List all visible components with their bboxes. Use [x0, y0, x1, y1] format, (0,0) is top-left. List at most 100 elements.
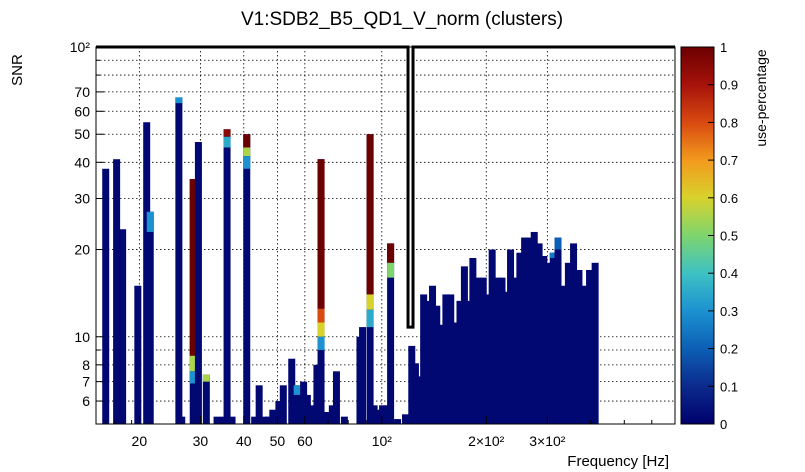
colorbar-tick-label: 0.3 — [720, 304, 738, 319]
histogram-bin — [479, 277, 487, 424]
x-tick-label: 30 — [193, 433, 209, 449]
histogram-bin — [540, 255, 548, 424]
histogram-bin — [484, 294, 492, 424]
histogram-bin — [502, 291, 510, 424]
histogram-bin — [387, 262, 395, 278]
histogram-bin — [411, 363, 419, 424]
histogram-bin — [317, 308, 325, 323]
y-tick-label: 60 — [74, 103, 90, 119]
histogram-bin — [340, 416, 348, 424]
histogram-bin — [554, 237, 562, 424]
histogram-bin — [408, 345, 416, 424]
colorbar-tick-label: 0 — [720, 417, 727, 432]
histogram-bin — [379, 405, 387, 424]
histogram-bin — [516, 252, 524, 424]
histogram-bin — [530, 231, 538, 424]
histogram-bin — [447, 294, 455, 424]
y-tick-label: 6 — [82, 393, 90, 409]
histogram-bin — [575, 269, 583, 424]
histogram-bin — [465, 300, 473, 424]
histogram-bin — [507, 249, 515, 424]
histogram-bin — [442, 294, 450, 424]
histogram-bin — [300, 381, 308, 424]
colorbar-tick-label: 1 — [720, 40, 727, 55]
y-tick-label: 10 — [74, 329, 90, 345]
x-tick-label: 20 — [132, 433, 148, 449]
histogram-bin — [202, 374, 210, 424]
histogram-bin — [332, 371, 340, 424]
histogram-bin — [544, 262, 552, 424]
histogram-bin — [255, 385, 263, 424]
colorbar-tick-label: 0.4 — [720, 266, 738, 281]
x-tick-label: 60 — [297, 433, 313, 449]
histogram-bin — [243, 134, 251, 424]
histogram-bin — [178, 416, 186, 424]
histogram-bin — [288, 358, 296, 424]
highlight-box — [96, 45, 675, 329]
y-tick-label: 20 — [74, 242, 90, 258]
colorbar-ticks: 0 0.1 0.2 0.3 0.4 0.5 0.6 0.7 0.8 0.9 1 — [708, 40, 738, 432]
x-tick-label: 50 — [270, 433, 286, 449]
x-tick-label: 10² — [372, 433, 393, 449]
histogram-bin — [328, 405, 336, 424]
colorbar-tick-label: 0.8 — [720, 115, 738, 130]
histogram-bin — [275, 401, 283, 424]
y-tick-label: 40 — [74, 154, 90, 170]
histogram-bin — [586, 269, 594, 424]
histogram-bin — [456, 300, 464, 424]
histogram-bin — [424, 300, 432, 424]
histogram-bin — [488, 249, 496, 424]
histogram-bin — [243, 147, 251, 157]
histogram-bin — [525, 237, 533, 424]
histogram-bin — [223, 129, 231, 137]
histogram-bin — [366, 134, 374, 295]
histogram-bin — [223, 136, 231, 148]
histogram-bin — [265, 416, 273, 424]
histogram-bin — [591, 262, 599, 424]
y-tick-label: 10² — [70, 39, 91, 55]
histogram-bin — [511, 277, 519, 424]
histogram-bin — [251, 416, 259, 424]
histogram-bin — [549, 252, 557, 258]
histogram-bin — [175, 97, 183, 424]
histogram-bin — [189, 355, 197, 372]
histogram-bin — [313, 364, 321, 424]
histogram-bin — [308, 405, 316, 424]
histogram-bin — [570, 243, 578, 424]
histogram-bin — [119, 229, 127, 424]
histogram-bin — [293, 385, 301, 395]
histogram-bin — [359, 327, 367, 424]
histogram-bin — [146, 211, 154, 424]
histogram-bin — [437, 324, 445, 424]
colorbar-tick-label: 0.9 — [720, 78, 738, 93]
colorbar-tick-label: 0.7 — [720, 153, 738, 168]
histogram-bin — [564, 262, 572, 424]
histogram-bin — [113, 159, 121, 424]
histogram-bin — [521, 237, 529, 424]
x-axis-ticks: 20 30 40 50 60 10² 2×10² 3×10² — [105, 416, 653, 449]
histogram-bin — [223, 129, 231, 424]
chart-title: V1:SDB2_B5_QD1_V_norm (clusters) — [241, 9, 563, 30]
histogram-bin — [143, 122, 151, 424]
histogram-bin — [375, 409, 383, 424]
y-tick-label: 50 — [74, 126, 90, 142]
histogram-bin — [535, 243, 543, 424]
histogram-bin — [189, 179, 197, 356]
histogram-bin — [102, 168, 110, 424]
histogram-bin — [469, 257, 477, 424]
histogram-bin — [293, 385, 301, 424]
histogram-bins — [102, 97, 599, 424]
histogram-bin — [420, 294, 428, 424]
histogram-bin — [415, 376, 423, 424]
histogram-bin — [387, 243, 395, 424]
grid-lines — [96, 47, 675, 424]
histogram-bin — [559, 285, 567, 424]
histogram-bin — [317, 322, 325, 337]
histogram-bin — [146, 211, 154, 232]
histogram-bin — [279, 385, 287, 424]
x-axis-label: Frequency [Hz] — [567, 453, 669, 470]
histogram-bin — [580, 285, 588, 424]
histogram-bin — [366, 294, 374, 310]
y-tick-label: 70 — [74, 84, 90, 100]
